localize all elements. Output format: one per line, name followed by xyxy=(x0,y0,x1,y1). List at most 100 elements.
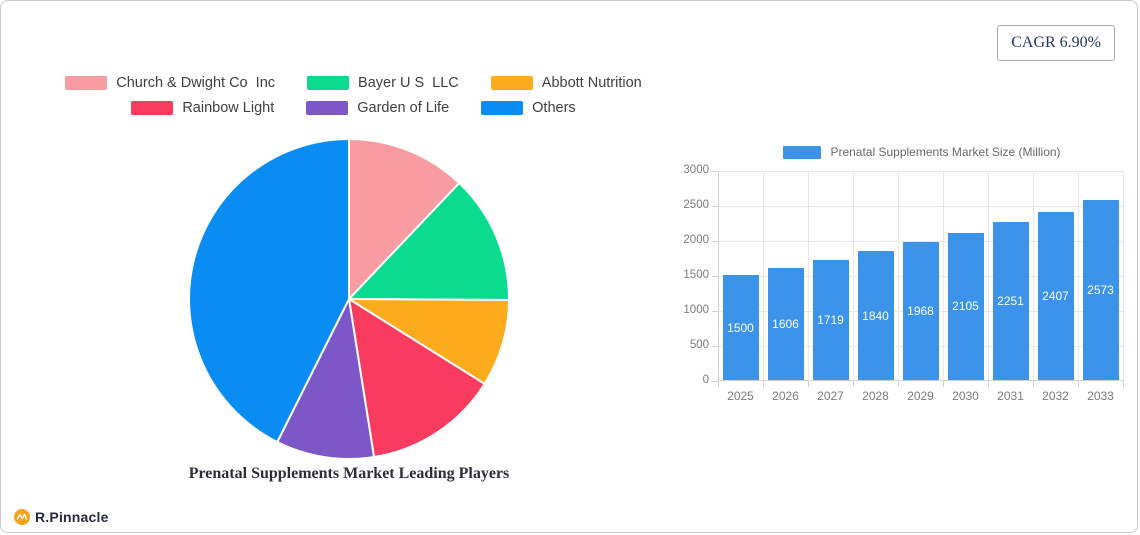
v-gridline xyxy=(853,171,854,381)
bar-2027[interactable] xyxy=(812,259,849,380)
x-axis-tick xyxy=(718,381,719,387)
bar-2033[interactable] xyxy=(1082,199,1119,380)
y-axis-tick-label: 3000 xyxy=(683,164,709,176)
x-axis-category-label: 2033 xyxy=(1087,389,1114,403)
x-axis-category-label: 2030 xyxy=(952,389,979,403)
x-axis-tick xyxy=(763,381,764,387)
pie-legend: Church & Dwight Co Inc Bayer U S LLC Abbot… xyxy=(31,75,676,116)
x-axis-tick xyxy=(1078,381,1079,387)
bar-2030[interactable] xyxy=(947,232,984,380)
bar-chart-plot-area: 1500 1606 1719 1840 1968 2105 2251 2407 2573 xyxy=(718,171,1124,381)
y-axis-tick-label: 2000 xyxy=(683,234,709,246)
bar-2032[interactable] xyxy=(1037,211,1074,380)
pie-slice-abbott-nutrition[interactable] xyxy=(348,298,510,385)
x-axis-tick xyxy=(1033,381,1034,387)
legend-item-others[interactable]: Others xyxy=(481,100,576,116)
y-axis-tick xyxy=(712,206,718,207)
y-axis-tick xyxy=(712,311,718,312)
h-gridline xyxy=(718,206,1123,207)
x-axis-tick xyxy=(988,381,989,387)
pie-chart xyxy=(184,134,514,464)
legend-item-label: Church & Dwight Co Inc xyxy=(116,75,276,91)
legend-swatch-icon xyxy=(490,76,533,90)
x-axis-tick xyxy=(1123,381,1124,387)
legend-item-label: Abbott Nutrition xyxy=(541,75,642,91)
bar-legend-label: Prenatal Supplements Market Size (Millio… xyxy=(830,145,1061,159)
x-axis-line xyxy=(718,380,1123,381)
legend-item-abbott-nutrition[interactable]: Abbott Nutrition xyxy=(490,75,642,91)
v-gridline xyxy=(1123,171,1124,381)
pinnacle-logo-icon xyxy=(14,509,30,525)
bar-value-label: 1968 xyxy=(907,304,934,319)
v-gridline xyxy=(1078,171,1079,381)
legend-swatch-icon xyxy=(481,101,524,115)
y-axis-tick-label: 500 xyxy=(689,339,709,351)
v-gridline xyxy=(808,171,809,381)
y-axis-tick xyxy=(712,241,718,242)
x-axis-tick xyxy=(808,381,809,387)
bar-2028[interactable] xyxy=(857,251,894,380)
legend-item-rainbow-light[interactable]: Rainbow Light xyxy=(131,100,274,116)
pie-slice-bayer-u-s-llc[interactable] xyxy=(348,182,511,302)
bar-2025[interactable] xyxy=(722,275,759,380)
pie-slice-others[interactable] xyxy=(188,138,350,444)
legend-item-church-dwight-co-inc[interactable]: Church & Dwight Co Inc xyxy=(65,75,275,91)
bar-value-label: 2105 xyxy=(952,299,979,314)
y-axis-tick xyxy=(712,276,718,277)
bar-value-label: 2407 xyxy=(1042,288,1069,303)
legend-item-label: Bayer U S LLC xyxy=(358,75,459,91)
pie-chart-svg xyxy=(188,138,511,460)
legend-row: Rainbow Light Garden of Life Others xyxy=(131,100,576,116)
pie-chart-title: Prenatal Supplements Market Leading Play… xyxy=(188,465,510,482)
x-axis-tick xyxy=(943,381,944,387)
bar-2026[interactable] xyxy=(767,267,804,380)
legend-swatch-icon xyxy=(131,101,174,115)
y-axis-tick xyxy=(712,346,718,347)
v-gridline xyxy=(763,171,764,381)
x-axis-tick xyxy=(853,381,854,387)
x-axis-tick xyxy=(898,381,899,387)
bar-value-label: 1840 xyxy=(862,308,889,323)
bar-2029[interactable] xyxy=(902,242,939,380)
legend-swatch-icon xyxy=(65,76,108,90)
y-axis-tick xyxy=(712,171,718,172)
legend-swatch-icon xyxy=(307,76,350,90)
y-axis-tick-label: 1000 xyxy=(683,304,709,316)
cagr-badge: CAGR 6.90% xyxy=(997,25,1115,61)
bar-legend-swatch-icon xyxy=(783,145,822,159)
legend-swatch-icon xyxy=(306,101,349,115)
x-axis-category-label: 2026 xyxy=(772,389,799,403)
pie-slice-rainbow-light[interactable] xyxy=(348,298,486,459)
v-gridline xyxy=(1033,171,1034,381)
v-gridline xyxy=(943,171,944,381)
bar-value-label: 1500 xyxy=(727,320,754,335)
legend-row: Church & Dwight Co Inc Bayer U S LLC Abbot… xyxy=(65,75,642,91)
y-axis-tick-label: 0 xyxy=(702,374,709,386)
h-gridline xyxy=(718,241,1123,242)
brand-logo-text: R.Pinnacle xyxy=(35,509,109,525)
x-axis-category-label: 2025 xyxy=(727,389,754,403)
v-gridline xyxy=(898,171,899,381)
bar-value-label: 2573 xyxy=(1087,282,1114,297)
y-axis-tick-label: 2500 xyxy=(683,199,709,211)
legend-item-garden-of-life[interactable]: Garden of Life xyxy=(306,100,449,116)
x-axis-category-label: 2027 xyxy=(817,389,844,403)
bar-chart-legend[interactable]: Prenatal Supplements Market Size (Millio… xyxy=(671,144,1133,160)
legend-item-label: Garden of Life xyxy=(357,100,450,116)
legend-item-label: Rainbow Light xyxy=(182,100,275,116)
y-axis-tick xyxy=(712,381,718,382)
legend-item-label: Others xyxy=(532,100,576,116)
bar-2031[interactable] xyxy=(992,222,1029,380)
pie-slice-garden-of-life[interactable] xyxy=(276,298,376,460)
legend-item-bayer-u-s-llc[interactable]: Bayer U S LLC xyxy=(307,75,459,91)
bar-value-label: 1606 xyxy=(772,316,799,331)
v-gridline xyxy=(988,171,989,381)
pie-slice-church-dwight-co-inc[interactable] xyxy=(348,138,461,300)
h-gridline xyxy=(718,171,1123,172)
bar-chart: Prenatal Supplements Market Size (Millio… xyxy=(671,144,1133,414)
x-axis-category-label: 2031 xyxy=(997,389,1024,403)
x-axis-category-label: 2032 xyxy=(1042,389,1069,403)
x-axis-category-label: 2028 xyxy=(862,389,889,403)
bar-value-label: 1719 xyxy=(817,312,844,327)
